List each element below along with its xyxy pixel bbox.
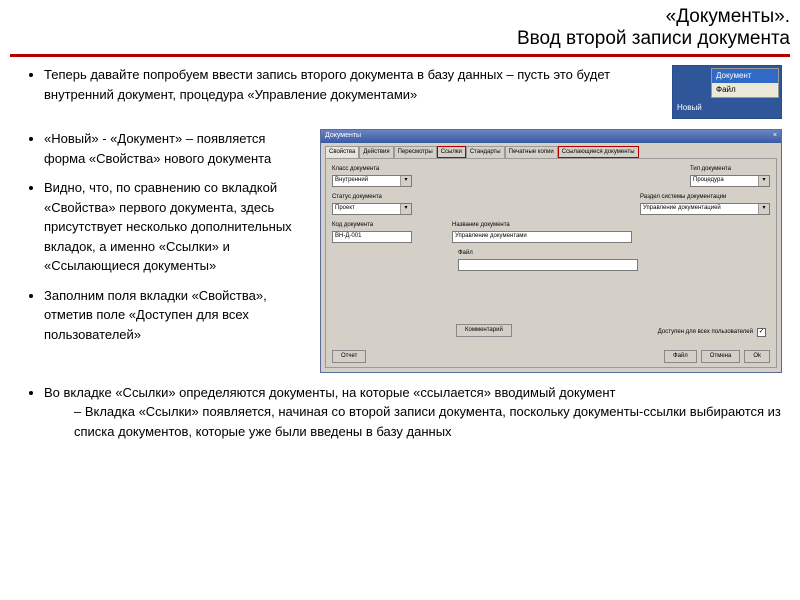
public-checkbox-row: Доступен для всех пользователей ✓ [658, 328, 766, 337]
new-dropdown-thumbnail: Документ Файл Новый [672, 65, 782, 119]
title-underline [10, 54, 790, 57]
slide-title: «Документы». Ввод второй записи документ… [0, 0, 800, 54]
tab-standards[interactable]: Стандарты [466, 146, 505, 158]
file-button[interactable]: Файл [664, 350, 697, 363]
window-titlebar: Документы× [321, 130, 781, 143]
name-label: Название документа [452, 221, 632, 230]
status-label: Статус документа [332, 193, 412, 202]
cancel-button[interactable]: Отмена [701, 350, 741, 363]
dropdown-menu: Документ Файл [711, 68, 779, 98]
tab-actions[interactable]: Действия [359, 146, 393, 158]
section-field[interactable]: Управление документацией [640, 203, 770, 215]
tab-bar: Свойства Действия Пересмотры Ссылки Стан… [321, 143, 781, 158]
tab-prints[interactable]: Печатные копии [505, 146, 558, 158]
type-label: Тип документа [690, 165, 770, 174]
section-label: Раздел системы документации [640, 193, 770, 202]
new-label: Новый [677, 102, 702, 114]
report-button[interactable]: Отчет [332, 350, 366, 363]
close-icon[interactable]: × [773, 131, 777, 142]
type-field[interactable]: Процедура [690, 175, 770, 187]
code-label: Код документа [332, 221, 412, 230]
tab-links[interactable]: Ссылки [437, 146, 466, 158]
comment-button[interactable]: Комментарий [456, 324, 512, 337]
form-panel: Класс документа Внутренний Тип документа… [325, 158, 777, 368]
file-field[interactable] [458, 259, 638, 271]
status-field[interactable]: Проект [332, 203, 412, 215]
tab-revisions[interactable]: Пересмотры [394, 146, 437, 158]
tab-referencing[interactable]: Ссылающиеся документы [558, 146, 639, 158]
class-label: Класс документа [332, 165, 412, 174]
tab-properties[interactable]: Свойства [325, 146, 359, 158]
intro-paragraph: Теперь давайте попробуем ввести запись в… [18, 65, 658, 119]
ok-button[interactable]: Ok [744, 350, 770, 363]
name-field[interactable]: Управление документами [452, 231, 632, 243]
public-checkbox[interactable]: ✓ [757, 328, 766, 337]
menu-item-file[interactable]: Файл [712, 83, 778, 97]
left-bullets: «Новый» - «Документ» – появляется форма … [18, 129, 308, 354]
class-field[interactable]: Внутренний [332, 175, 412, 187]
bottom-bullets: Во вкладке «Ссылки» определяются докумен… [18, 383, 782, 442]
app-window: Документы× Свойства Действия Пересмотры … [320, 129, 782, 373]
menu-item-document[interactable]: Документ [712, 69, 778, 83]
code-field[interactable]: ВН-Д-001 [332, 231, 412, 243]
file-label: Файл [458, 249, 638, 258]
